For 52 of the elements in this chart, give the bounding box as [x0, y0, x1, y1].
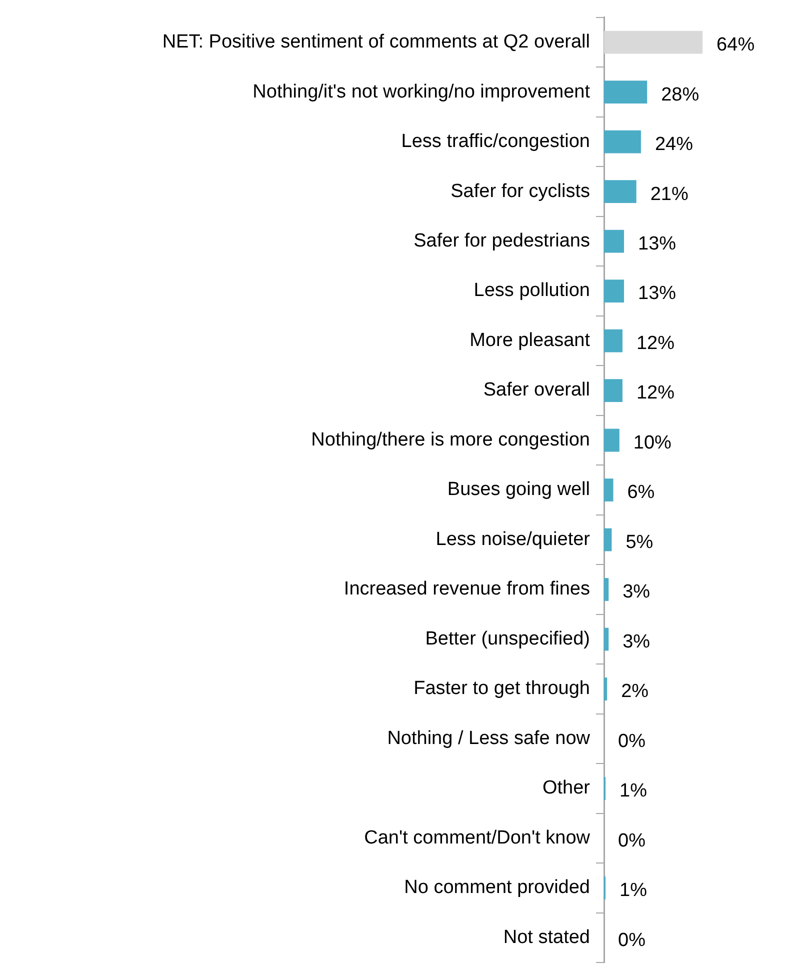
y-tick-label: Not stated: [503, 926, 590, 948]
data-label: 2%: [621, 681, 649, 702]
y-tick-label: Increased revenue from fines: [344, 578, 590, 600]
data-label: 5%: [626, 532, 654, 553]
data-label: 1%: [620, 780, 648, 802]
data-label: 28%: [661, 84, 700, 106]
bar: [604, 379, 622, 402]
bar: [604, 80, 648, 104]
y-tick-label: Other: [542, 778, 591, 799]
data-label: 1%: [620, 880, 648, 902]
data-label: 0%: [618, 730, 646, 752]
bar: [604, 180, 636, 203]
data-label: 6%: [627, 482, 655, 504]
bar: [604, 678, 608, 700]
data-label: 0%: [618, 830, 646, 852]
bar: [604, 528, 612, 552]
y-tick-label: Safer for cyclists: [450, 180, 590, 202]
data-label: 64%: [716, 34, 755, 56]
data-label: 13%: [638, 234, 676, 254]
bar: [604, 130, 641, 154]
data-label: 10%: [633, 432, 672, 454]
y-tick-label: Better (unspecified): [425, 628, 590, 650]
bar: [604, 428, 620, 452]
data-label: 21%: [650, 184, 688, 205]
y-tick-label: No comment provided: [404, 877, 590, 898]
y-tick-label: More pleasant: [470, 330, 591, 351]
y-tick-label: Less pollution: [474, 280, 590, 302]
bar: [604, 628, 609, 651]
bar: [604, 230, 624, 253]
y-tick-label: Safer overall: [483, 380, 590, 401]
data-label: 24%: [654, 134, 694, 156]
data-label: 0%: [618, 930, 646, 951]
y-tick-label: Nothing/it's not working/no improvement: [252, 81, 591, 102]
bar: [604, 578, 609, 601]
data-label: 3%: [622, 631, 650, 652]
y-tick-label: Safer for pedestrians: [414, 230, 590, 252]
bar: [604, 329, 622, 352]
bar: [604, 30, 703, 54]
data-label: 12%: [636, 382, 675, 404]
y-tick-label: Less traffic/congestion: [401, 131, 590, 152]
bar: [604, 478, 614, 502]
data-label: 12%: [636, 332, 675, 354]
y-tick-label: Nothing / Less safe now: [387, 728, 590, 749]
y-tick-label: Nothing/there is more congestion: [311, 429, 590, 450]
y-tick-label: Buses going well: [447, 479, 590, 500]
y-tick-label: Can't comment/Don't know: [364, 827, 590, 848]
y-tick-label: Faster to get through: [414, 678, 590, 700]
y-tick-label: Less noise/quieter: [436, 528, 591, 550]
y-tick-label: NET: Positive sentiment of comments at Q2 overall: [162, 32, 590, 53]
data-label: 3%: [622, 582, 650, 603]
bar: [604, 280, 624, 302]
data-label: 13%: [638, 283, 676, 304]
